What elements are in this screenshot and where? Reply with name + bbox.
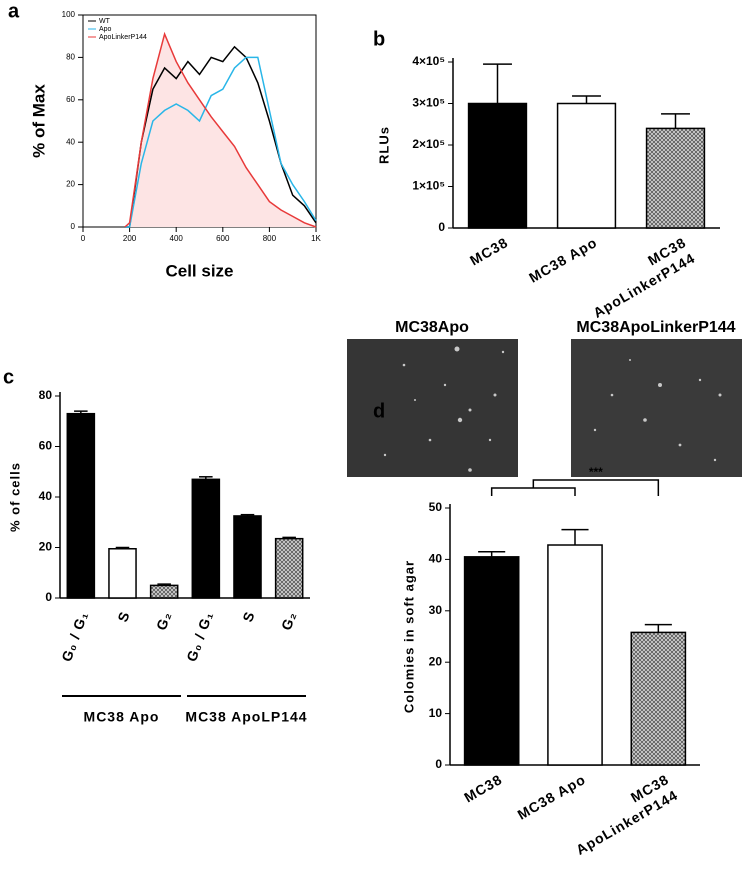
bar — [233, 515, 262, 599]
y-axis-label: RLUs — [376, 126, 391, 164]
bar — [645, 127, 706, 229]
bar — [547, 544, 603, 766]
y-tick-label: 60 — [66, 95, 75, 104]
y-tick-label: 80 — [66, 53, 75, 62]
y-tick-label: 0 — [45, 590, 52, 604]
x-tick-label: 600 — [216, 234, 230, 243]
x-tick-label: MC38 — [467, 234, 511, 269]
y-tick-label: 80 — [39, 388, 53, 402]
x-tick-label: MC38 Apo — [515, 771, 589, 823]
x-tick-label: MC38 Apo — [526, 234, 600, 286]
y-axis-label: % of Max — [29, 84, 48, 158]
y-tick-label: 100 — [62, 10, 76, 19]
line — [124, 31, 317, 228]
bar — [149, 584, 179, 599]
significance-bracket — [490, 487, 576, 496]
bar — [556, 102, 617, 229]
x-axis-label: Cell size — [165, 261, 233, 280]
panel-letter: b — [373, 28, 385, 50]
x-tick-label: S — [114, 609, 133, 624]
bar — [66, 412, 96, 599]
y-tick-label: 20 — [429, 654, 443, 668]
line — [124, 56, 317, 228]
bar — [108, 548, 137, 599]
x-tick-label: ApoLinkerP144 — [573, 787, 681, 858]
line — [124, 45, 317, 228]
panel-letter: c — [3, 366, 14, 388]
x-tick-label: 400 — [170, 234, 184, 243]
bar — [274, 537, 304, 599]
y-axis-label: Colomies in soft agar — [401, 560, 416, 713]
y-tick-label: 0 — [438, 220, 445, 234]
group-label: MC38 Apo — [84, 709, 160, 725]
image-title: MC38ApoLinkerP144 — [576, 319, 735, 336]
image-left — [347, 339, 518, 477]
panel-letter: a — [8, 0, 20, 22]
bar — [467, 102, 528, 229]
y-tick-label: 10 — [429, 706, 443, 720]
significance-bracket — [532, 479, 660, 496]
x-tick-label: MC38 — [461, 771, 505, 806]
legend-label: WT — [99, 18, 111, 25]
significance-label: *** — [589, 465, 603, 479]
legend-label: ApoLinkerP144 — [99, 34, 147, 41]
image-title: MC38Apo — [395, 319, 469, 336]
y-tick-label: 1×10⁵ — [412, 179, 445, 193]
y-tick-label: 3×10⁵ — [412, 96, 445, 110]
x-tick-label: G₂ — [278, 609, 300, 632]
y-tick-label: 0 — [71, 222, 76, 231]
y-tick-label: 20 — [66, 180, 75, 189]
y-tick-label: 40 — [39, 489, 53, 503]
y-tick-label: 40 — [429, 552, 443, 566]
y-axis-label: % of cells — [7, 462, 22, 532]
x-tick-label: 200 — [123, 234, 137, 243]
bar — [630, 631, 687, 766]
x-tick-label: 0 — [81, 234, 86, 243]
group-label: MC38 ApoLP144 — [185, 709, 307, 725]
panel-letter: d — [373, 400, 385, 422]
image-right — [571, 339, 742, 477]
bar — [191, 478, 221, 599]
x-tick-label: ApoLinkerP144 — [590, 250, 698, 321]
x-tick-label: 800 — [263, 234, 277, 243]
legend-label: Apo — [99, 26, 112, 33]
area — [124, 34, 317, 227]
y-tick-label: 2×10⁵ — [412, 137, 445, 151]
x-tick-label: S — [239, 609, 258, 624]
y-tick-label: 0 — [435, 757, 442, 771]
y-tick-label: 60 — [39, 439, 53, 453]
y-tick-label: 40 — [66, 137, 75, 146]
y-tick-label: 30 — [429, 603, 443, 617]
bar — [463, 556, 520, 766]
colony-images — [347, 339, 742, 477]
x-tick-label: G₀ / G₁ — [183, 609, 216, 664]
x-tick-label: G₀ / G₁ — [58, 609, 91, 664]
y-tick-label: 50 — [429, 500, 443, 514]
x-tick-label: 1K — [311, 234, 321, 243]
y-tick-label: 4×10⁵ — [412, 54, 445, 68]
x-tick-label: G₂ — [153, 609, 175, 632]
y-tick-label: 20 — [39, 540, 53, 554]
